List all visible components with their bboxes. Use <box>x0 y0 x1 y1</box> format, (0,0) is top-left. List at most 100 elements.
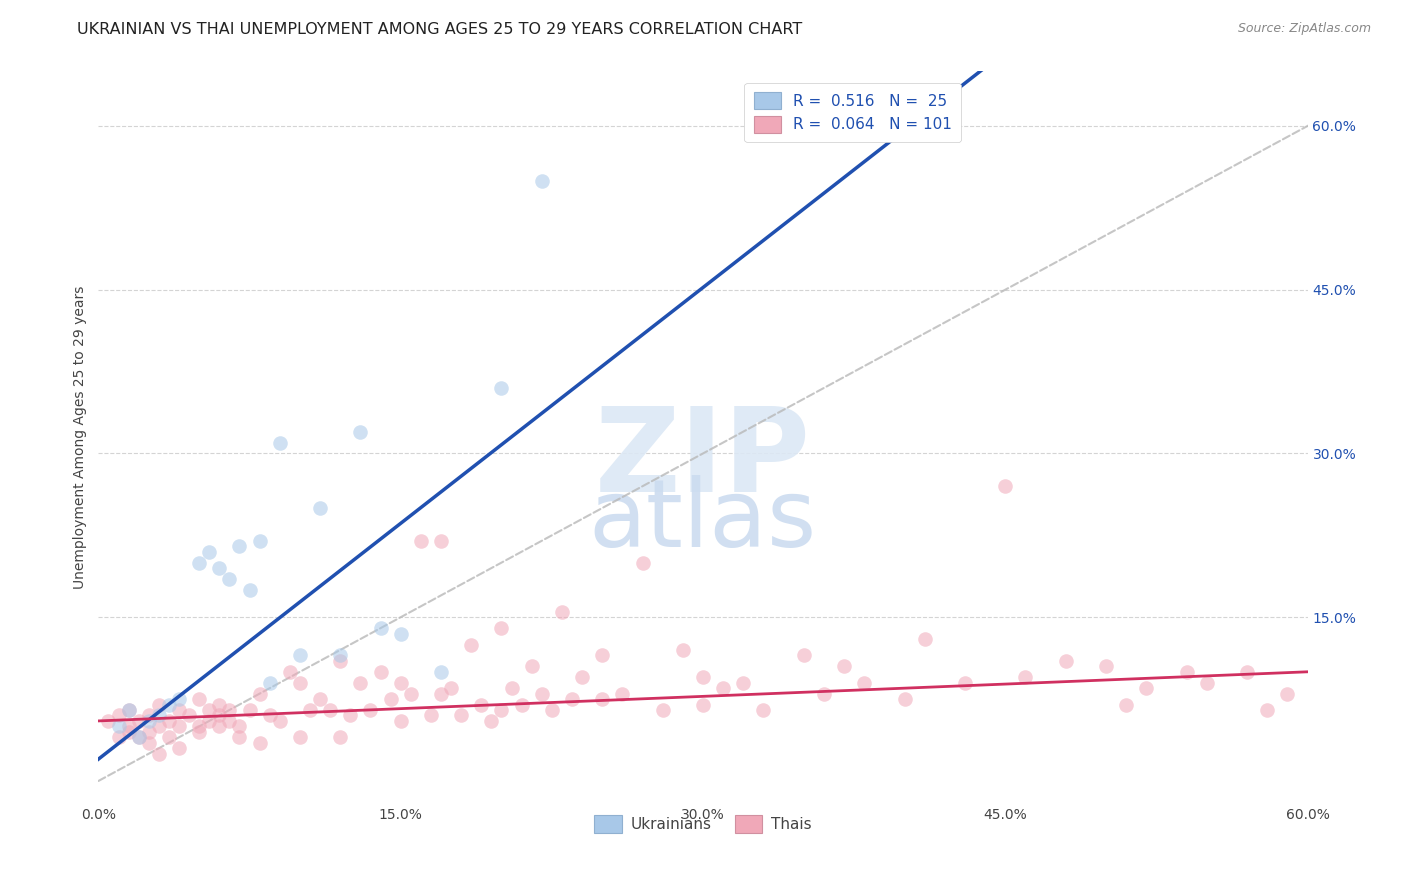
Point <box>1195 675 1218 690</box>
Point <box>188 719 211 733</box>
Point <box>259 675 281 690</box>
Point <box>953 675 976 690</box>
Point <box>118 719 141 733</box>
Point <box>380 692 402 706</box>
Point <box>914 632 936 646</box>
Point <box>430 533 453 548</box>
Point <box>107 731 129 745</box>
Point <box>259 708 281 723</box>
Point <box>198 714 221 728</box>
Point <box>409 533 432 548</box>
Point <box>228 719 250 733</box>
Point <box>349 675 371 690</box>
Point <box>278 665 301 679</box>
Point <box>591 648 613 663</box>
Point <box>692 670 714 684</box>
Point <box>118 724 141 739</box>
Text: ZIP: ZIP <box>595 401 811 516</box>
Point <box>561 692 583 706</box>
Point <box>420 708 443 723</box>
Point <box>349 425 371 439</box>
Point <box>309 501 332 516</box>
Point <box>319 703 342 717</box>
Point <box>97 714 120 728</box>
Point <box>853 675 876 690</box>
Point <box>711 681 734 695</box>
Legend: Ukrainians, Thais: Ukrainians, Thais <box>588 809 818 839</box>
Point <box>329 648 352 663</box>
Text: Source: ZipAtlas.com: Source: ZipAtlas.com <box>1237 22 1371 36</box>
Point <box>430 687 453 701</box>
Point <box>167 741 190 756</box>
Point <box>138 724 160 739</box>
Point <box>208 698 231 712</box>
Point <box>269 714 291 728</box>
Text: atlas: atlas <box>589 475 817 567</box>
Point <box>631 556 654 570</box>
Point <box>530 687 553 701</box>
Point <box>1095 659 1118 673</box>
Point <box>460 638 482 652</box>
Point <box>1135 681 1157 695</box>
Point <box>107 708 129 723</box>
Point <box>551 605 574 619</box>
Point <box>269 435 291 450</box>
Point <box>612 687 634 701</box>
Point <box>1256 703 1278 717</box>
Point <box>288 675 311 690</box>
Point <box>571 670 593 684</box>
Point <box>167 719 190 733</box>
Point <box>501 681 523 695</box>
Point <box>288 731 311 745</box>
Point <box>399 687 422 701</box>
Point <box>218 714 240 728</box>
Point <box>128 731 150 745</box>
Point <box>450 708 472 723</box>
Point <box>118 703 141 717</box>
Point <box>389 675 412 690</box>
Point <box>157 698 180 712</box>
Point <box>530 173 553 187</box>
Point <box>813 687 835 701</box>
Point <box>148 747 170 761</box>
Point <box>228 539 250 553</box>
Point <box>1014 670 1036 684</box>
Point <box>1236 665 1258 679</box>
Point <box>148 719 170 733</box>
Point <box>249 687 271 701</box>
Point <box>1054 654 1077 668</box>
Point <box>249 736 271 750</box>
Point <box>239 703 262 717</box>
Point <box>299 703 322 717</box>
Point <box>249 533 271 548</box>
Point <box>148 698 170 712</box>
Point <box>179 708 201 723</box>
Point <box>370 665 392 679</box>
Point <box>188 724 211 739</box>
Point <box>520 659 543 673</box>
Point <box>188 556 211 570</box>
Point <box>510 698 533 712</box>
Point <box>138 736 160 750</box>
Point <box>329 731 352 745</box>
Point <box>208 708 231 723</box>
Point <box>167 692 190 706</box>
Point <box>591 692 613 706</box>
Point <box>198 703 221 717</box>
Point <box>692 698 714 712</box>
Point <box>128 731 150 745</box>
Point <box>208 719 231 733</box>
Point <box>430 665 453 679</box>
Point <box>309 692 332 706</box>
Point <box>157 714 180 728</box>
Y-axis label: Unemployment Among Ages 25 to 29 years: Unemployment Among Ages 25 to 29 years <box>73 285 87 589</box>
Point <box>491 621 513 635</box>
Point <box>440 681 463 695</box>
Point <box>752 703 775 717</box>
Point <box>208 561 231 575</box>
Point <box>118 703 141 717</box>
Point <box>339 708 361 723</box>
Point <box>239 582 262 597</box>
Point <box>218 572 240 586</box>
Point <box>148 708 170 723</box>
